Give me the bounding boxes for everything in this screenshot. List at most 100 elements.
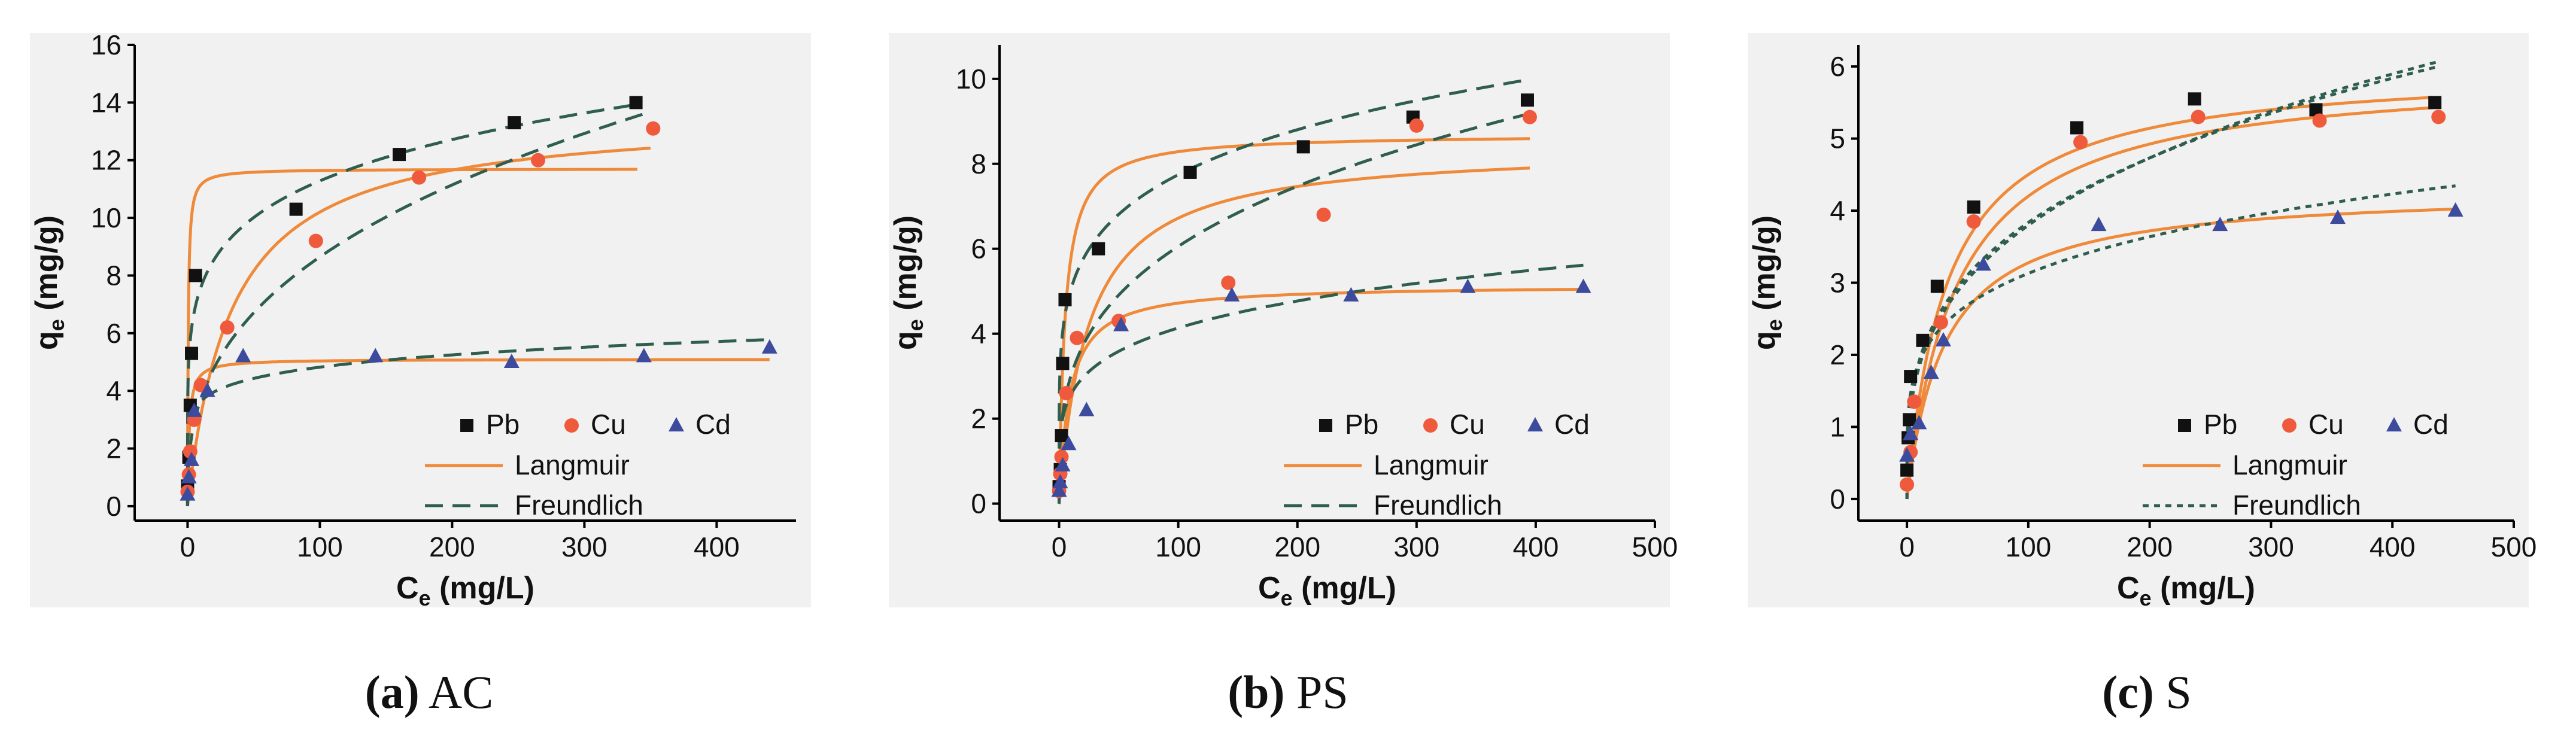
x-tick-label: 500 [1632,531,1678,562]
y-tick-label: 8 [106,260,121,291]
data-point-cd [367,348,384,363]
data-point-cd [199,382,215,397]
data-point-cu [1054,449,1069,464]
plot-background [889,33,1670,607]
data-point-cd [2447,202,2463,217]
data-point-cu [412,170,427,185]
data-point-cu [2431,110,2446,124]
data-point-cu [183,444,198,459]
data-point-cd [186,402,202,417]
langmuir-curve-cd [186,358,770,506]
x-axis-label: Ce (mg/L) [2117,571,2255,610]
data-point-pb [1967,200,1980,214]
caption-ps: (b) PS [859,665,1717,719]
legend-marker-cu [564,418,579,433]
legend-label-cd: Cd [1554,409,1590,440]
data-point-pb [2188,92,2201,106]
series-pb [1900,92,2442,477]
data-point-cu [2312,113,2327,128]
panel-ps: 0 100 200 300 400 500 0 2 4 6 8 10 Ce (mg/L) qe (mg/g… [859,0,1717,742]
data-point-cd [1079,402,1095,416]
y-tick-label: 4 [1830,195,1845,226]
data-point-cd [761,339,777,354]
data-point-cu [1221,275,1236,290]
data-point-cu [1409,118,1424,133]
data-point-pb [1056,357,1070,370]
data-point-pb [393,148,406,162]
y-tick-label: 6 [971,233,986,264]
data-point-cd [636,348,652,363]
freundlich-curve-cd [1058,263,1584,504]
x-tick-label: 500 [2491,531,2537,562]
langmuir-curve-pb [1058,137,1530,504]
y-tick-label: 0 [106,491,121,522]
x-tick-label: 300 [561,531,607,562]
data-point-pb [1058,293,1072,306]
x-tick-label: 0 [180,531,196,562]
panel-s: 0 100 200 300 400 500 0 1 2 3 4 5 6 Ce (mg/L) qe (mg/g… [1718,0,2576,742]
data-point-cd [184,451,200,466]
chart-s: 0 100 200 300 400 500 0 1 2 3 4 5 6 Ce (mg/L) qe (mg/g… [1747,33,2537,610]
data-point-pb [2428,96,2442,110]
caption-letter: (c) [2102,666,2154,718]
legend-marker-pb [1319,419,1332,432]
legend-label-pb: Pb [1345,409,1378,440]
caption-name: S [2165,666,2192,718]
langmuir-curve-pb [1905,96,2435,500]
data-point-pb [1183,165,1197,179]
legend-label-langmuir: Langmuir [2232,449,2347,481]
series-cd [180,339,777,501]
x-tick-label: 400 [2370,531,2416,562]
x-axis-label: Ce (mg/L) [396,571,534,610]
data-point-cd [1052,474,1068,489]
data-point-cu [1966,214,1981,229]
legend-label-freundlich: Freundlich [515,489,643,521]
data-point-pb [2070,121,2083,135]
legend: Pb Cu Cd Langmuir Freundlich [425,409,731,521]
legend-label-pb: Pb [486,409,520,440]
data-point-cd [1899,447,1915,462]
freundlich-curve-pb [1058,78,1530,504]
x-tick-label: 300 [2248,531,2294,562]
data-point-cd [2329,209,2346,224]
x-tick-label: 0 [1899,531,1915,562]
y-axis-label: qe (mg/g) [29,215,69,350]
legend-label-pb: Pb [2204,409,2237,440]
x-tick-label: 100 [1155,531,1201,562]
y-tick-label: 2 [106,433,121,464]
y-tick-label: 2 [971,403,986,434]
legend-label-freundlich: Freundlich [2232,489,2361,521]
langmuir-curve-cd [1058,287,1584,504]
legend-label-langmuir: Langmuir [515,449,630,481]
y-axis-label: qe (mg/g) [1747,215,1787,350]
y-tick-label: 6 [1830,51,1845,82]
x-tick-label: 200 [429,531,475,562]
data-point-cu [1316,207,1331,222]
legend-label-cu: Cu [591,409,626,440]
data-point-cd [1113,317,1129,332]
langmuir-curve-cd [1905,207,2456,500]
data-point-pb [1900,463,1914,477]
freundlich-curve-cd [186,338,770,506]
data-point-pb [1903,413,1916,427]
data-point-cu [1900,477,1915,492]
y-tick-label: 1 [1830,411,1845,442]
data-point-cd [1911,415,1927,430]
data-point-pb [1092,242,1105,256]
data-point-cd [1061,436,1077,451]
data-point-cu [2191,110,2206,124]
data-point-cu [646,121,661,136]
data-point-cd [2091,217,2107,232]
y-tick-label: 14 [91,87,121,118]
data-point-cd [503,354,520,368]
plot-background [30,33,811,607]
y-tick-label: 0 [971,488,986,519]
data-point-cu [2073,135,2088,150]
legend-marker-cd [669,417,684,431]
legend-marker-pb [2178,419,2191,432]
data-point-cd [1460,278,1476,293]
legend-label-cd: Cd [2413,409,2449,440]
y-tick-label: 3 [1830,267,1845,299]
caption-name: AC [428,666,494,718]
data-point-pb [1296,140,1310,154]
